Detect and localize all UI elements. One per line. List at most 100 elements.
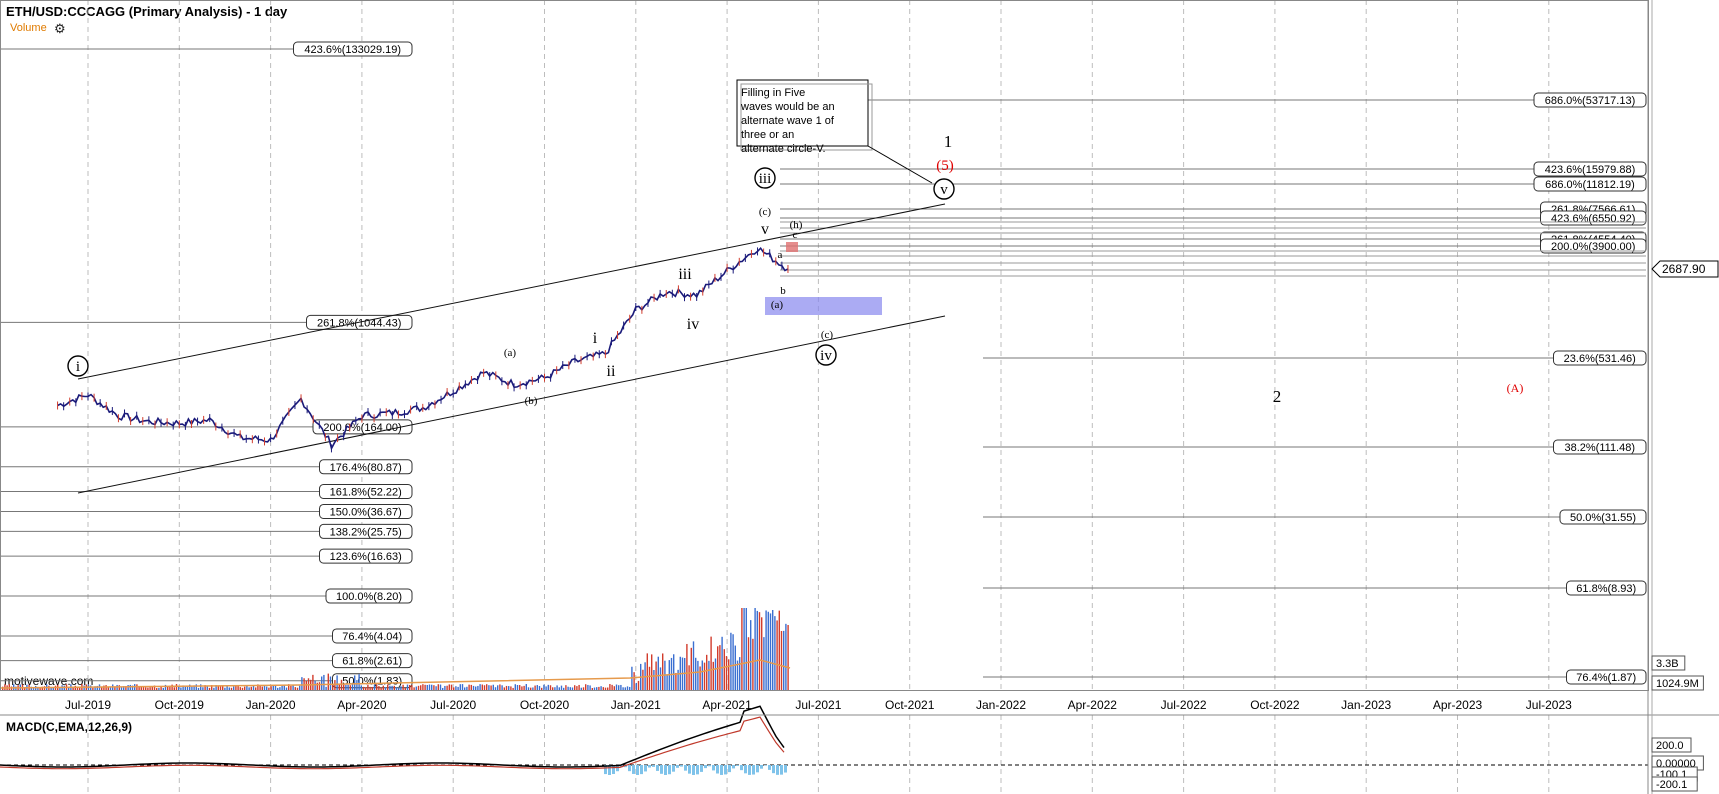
fib-label-box (1540, 238, 1647, 254)
fib-label: 150.0%(36.67) (330, 506, 402, 518)
wave-circle-v-circle (933, 178, 955, 200)
wave-label-b-paren: (b) (525, 395, 538, 407)
macd-histogram-bar (616, 765, 619, 772)
volume-bar (501, 685, 503, 690)
volume-bar (68, 687, 70, 690)
x-tick-label: Jan-2022 (976, 698, 1026, 712)
volume-bar (41, 686, 43, 690)
volume-bar (565, 685, 567, 690)
volume-bar (94, 686, 96, 690)
volume-bar (215, 685, 217, 690)
volume-bar (611, 684, 613, 690)
volume-bar (202, 687, 204, 690)
volume-bar (149, 687, 151, 690)
volume-bar (615, 684, 618, 690)
volume-bar (741, 608, 743, 690)
signal-line (0, 716, 785, 770)
wave-label-small-b: b (780, 285, 786, 297)
volume-bar (607, 687, 609, 690)
volume-bar (545, 686, 547, 690)
volume-bar (411, 685, 413, 690)
volume-bar (250, 686, 252, 690)
volume-bar (246, 685, 248, 690)
volume-bar (453, 687, 455, 690)
annotation-text: waves would be an (740, 101, 835, 113)
wave-label-small-c: c (793, 229, 798, 241)
macd-histogram-bar (692, 765, 695, 775)
volume-bar (459, 684, 461, 690)
gear-icon[interactable]: ⚙ (54, 21, 66, 36)
annotation-text: three or an (741, 129, 794, 141)
volume-bar (505, 685, 508, 690)
volume-bar (384, 687, 387, 690)
volume-bar (776, 620, 778, 690)
volume-bar (721, 636, 723, 690)
fib-label-box (1553, 350, 1647, 366)
fib-label: 100.0%(8.20) (336, 591, 402, 603)
volume-bar (695, 657, 697, 690)
macd-histogram-bar (728, 765, 731, 773)
annotation-shadow (740, 83, 873, 151)
volume-bar (778, 610, 780, 690)
volume-bar (783, 630, 785, 690)
volume-bar (494, 687, 497, 690)
macd-histogram-bar (772, 765, 775, 774)
volume-bar (596, 687, 598, 690)
x-tick-label: Apr-2022 (1068, 698, 1118, 712)
current-price-tag (1651, 260, 1719, 278)
macd-histogram-bar (716, 765, 719, 774)
macd-histogram-bar (668, 765, 671, 775)
volume-bar (193, 685, 195, 690)
volume-bar (362, 686, 365, 690)
fib-label-box (325, 588, 413, 604)
volume-bar (173, 687, 175, 690)
volume-bar (598, 686, 600, 690)
fib-label-box (1553, 439, 1647, 455)
volume-bar (712, 661, 714, 690)
volume-bar (580, 687, 582, 690)
volume-bar (503, 687, 505, 690)
macd-indicator-label[interactable]: MACD(C,EMA,12,26,9) (6, 720, 133, 734)
volume-bar (285, 687, 288, 690)
volume-bar (455, 686, 457, 690)
right-axis-label-box (1651, 675, 1704, 691)
volume-bar (294, 687, 296, 690)
volume-bar (629, 686, 631, 690)
volume-bar (13, 684, 15, 690)
volume-bar (633, 672, 635, 690)
volume-bar (547, 684, 549, 690)
volume-bar (589, 685, 591, 690)
volume-bar (153, 685, 156, 690)
volume-bar (448, 684, 450, 690)
fib-label: 423.6%(15979.88) (1545, 164, 1636, 176)
macd-histogram-bar (612, 765, 615, 774)
fib-label: 176.4%(80.87) (330, 462, 402, 474)
wave-labels: Filling in Five waves would be an alternat… (67, 79, 1523, 407)
volume-bar (239, 687, 241, 690)
volume-bar (514, 684, 516, 690)
right-axis-label-box (1651, 655, 1686, 671)
lower-channel-line (77, 315, 946, 494)
wave-label-c-paren: (c) (759, 206, 772, 218)
upper-channel-line (77, 203, 946, 380)
volume-bar (646, 653, 648, 690)
volume-bar (142, 686, 145, 690)
volume-bar (167, 686, 169, 690)
volume-bar (206, 685, 208, 690)
volume-bar (433, 685, 435, 690)
macd-histogram-bar (620, 765, 623, 768)
current-price-label: 2687.90 (1662, 262, 1706, 276)
fib-label: 138.2%(25.75) (330, 526, 402, 538)
volume-bar (8, 684, 10, 690)
volume-bar (244, 686, 246, 690)
volume-bar (442, 687, 444, 690)
right-axis-label: 200.0 (1656, 740, 1684, 752)
volume-bar (527, 687, 530, 690)
volume-indicator-label[interactable]: Volume (10, 22, 47, 34)
volume-bar (252, 685, 255, 690)
volume-bar (424, 684, 426, 690)
fib-label-box (319, 503, 413, 519)
volume-bar (651, 654, 653, 690)
macd-histogram-bar (780, 765, 783, 775)
